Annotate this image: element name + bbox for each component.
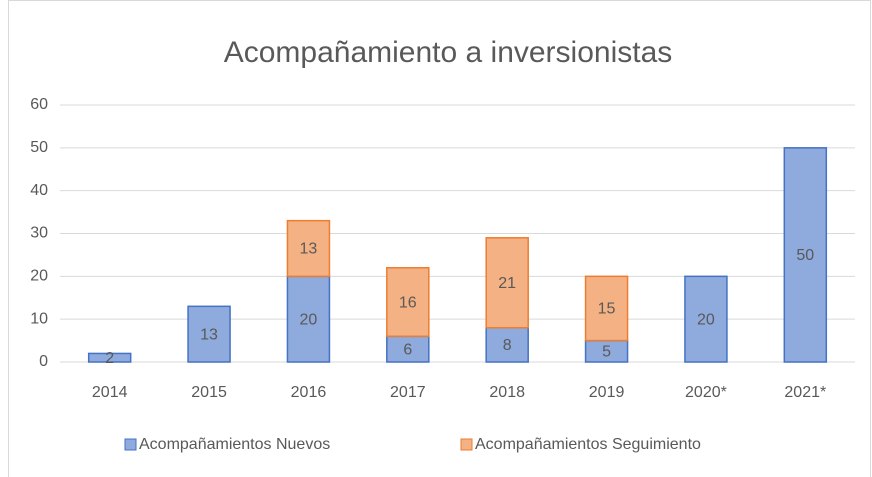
- bar-segment: [783, 147, 828, 363]
- bar-segment: [87, 352, 132, 363]
- chart-title: Acompañamiento a inversionistas: [224, 36, 673, 69]
- legend-label: Acompañamientos Seguimiento: [475, 436, 701, 453]
- bar-segment: [584, 275, 629, 342]
- data-label: 5: [602, 344, 611, 361]
- y-tick-label: 40: [30, 182, 48, 199]
- x-tick-label: 2019: [589, 384, 625, 401]
- x-tick-label: 2020*: [685, 384, 727, 401]
- bar-segment: [286, 219, 331, 278]
- data-label: 16: [399, 294, 417, 311]
- y-tick-label: 0: [39, 353, 48, 370]
- bar-segment: [386, 335, 430, 363]
- y-tick-label: 20: [30, 268, 48, 285]
- data-label: 20: [300, 311, 318, 328]
- data-label: 8: [503, 337, 512, 354]
- x-tick-label: 2017: [390, 384, 426, 401]
- bar-segment: [485, 326, 529, 363]
- x-tick-label: 2018: [489, 384, 525, 401]
- data-label: 2: [105, 350, 114, 367]
- data-label: 50: [796, 247, 814, 264]
- x-tick-label: 2016: [291, 384, 327, 401]
- bar-segment: [286, 275, 331, 363]
- x-tick-label: 2021*: [784, 384, 826, 401]
- x-tick-label: 2014: [92, 384, 128, 401]
- legend-swatch: [460, 438, 473, 451]
- data-label: 13: [300, 241, 318, 258]
- data-label: 15: [598, 301, 616, 318]
- y-tick-label: 50: [30, 139, 48, 156]
- bar-segment: [187, 305, 231, 363]
- x-tick-label: 2015: [191, 384, 227, 401]
- data-label: 20: [697, 311, 715, 328]
- data-label: 6: [403, 341, 412, 358]
- bar-segment: [386, 267, 430, 338]
- bar-segment: [684, 275, 728, 363]
- chart-frame: [8, 0, 871, 477]
- y-tick-label: 60: [30, 96, 48, 113]
- data-label: 21: [498, 275, 516, 292]
- y-tick-label: 10: [30, 310, 48, 327]
- bar-segment: [485, 237, 529, 329]
- legend-swatch: [124, 438, 137, 451]
- data-label: 13: [200, 326, 218, 343]
- y-tick-label: 30: [30, 225, 48, 242]
- legend-label: Acompañamientos Nuevos: [139, 436, 330, 453]
